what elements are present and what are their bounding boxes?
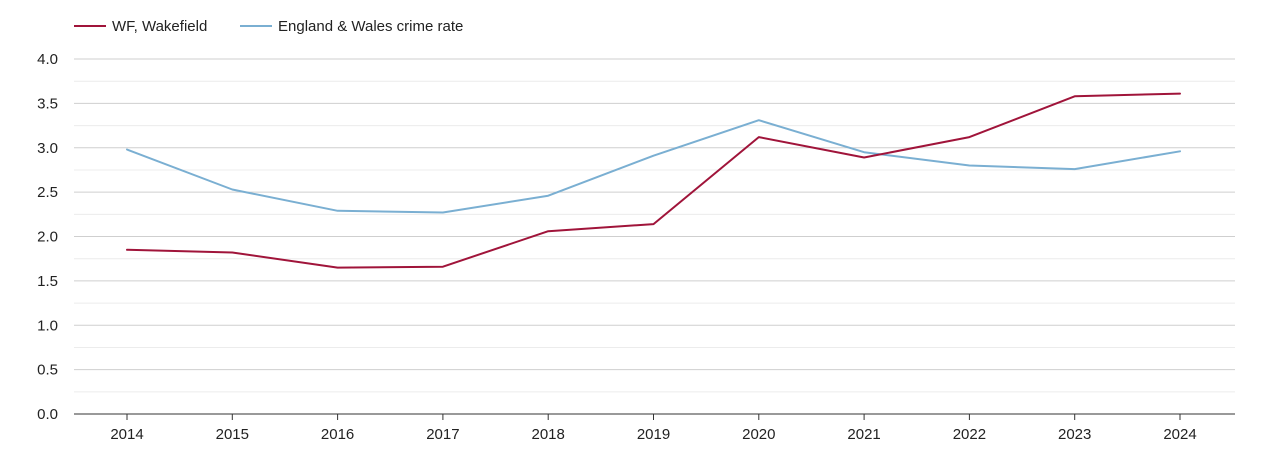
legend-label-wakefield: WF, Wakefield <box>112 18 207 35</box>
x-tick-label: 2015 <box>216 426 249 443</box>
legend-label-england-wales: England & Wales crime rate <box>278 18 463 35</box>
x-tick-label: 2016 <box>321 426 354 443</box>
x-tick-label: 2023 <box>1058 426 1091 443</box>
series-line-wakefield <box>126 92 1181 269</box>
x-tick-label: 2022 <box>953 426 986 443</box>
x-tick-label: 2019 <box>637 426 670 443</box>
y-tick-label: 1.5 <box>37 273 58 290</box>
y-axis: 0.0 0.5 1.0 1.5 2.0 2.5 3.0 3.5 4.0 <box>37 51 58 423</box>
y-tick-label: 3.0 <box>37 140 58 157</box>
x-tick-label: 2020 <box>742 426 775 443</box>
legend-item-wakefield[interactable]: WF, Wakefield <box>74 18 207 35</box>
x-axis: 2014 2015 2016 2017 2018 2019 2020 2021 2022 2023… <box>74 413 1235 443</box>
x-tick-label: 2021 <box>847 426 880 443</box>
y-tick-label: 0.0 <box>37 406 58 423</box>
y-tick-label: 1.0 <box>37 317 58 334</box>
x-tick-label: 2018 <box>532 426 565 443</box>
legend: WF, Wakefield England & Wales crime rate <box>74 18 463 35</box>
y-tick-label: 2.0 <box>37 229 58 246</box>
series-line-england-wales <box>126 119 1181 214</box>
x-tick-label: 2014 <box>110 426 143 443</box>
y-tick-label: 3.5 <box>37 95 58 112</box>
y-tick-label: 2.5 <box>37 184 58 201</box>
gridlines <box>74 58 1235 393</box>
y-tick-label: 0.5 <box>37 362 58 379</box>
legend-item-england-wales[interactable]: England & Wales crime rate <box>240 18 463 35</box>
x-tick-label: 2017 <box>426 426 459 443</box>
x-tick-label: 2024 <box>1163 426 1196 443</box>
data-series <box>126 92 1181 269</box>
y-tick-label: 4.0 <box>37 51 58 68</box>
